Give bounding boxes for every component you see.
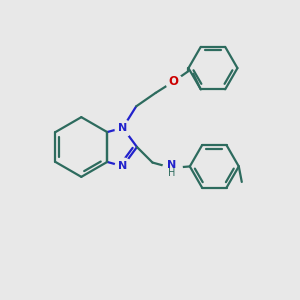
Text: N: N bbox=[118, 161, 128, 171]
Text: N: N bbox=[118, 123, 128, 133]
Text: O: O bbox=[169, 75, 178, 88]
Text: N: N bbox=[167, 160, 176, 170]
Text: H: H bbox=[168, 168, 175, 178]
